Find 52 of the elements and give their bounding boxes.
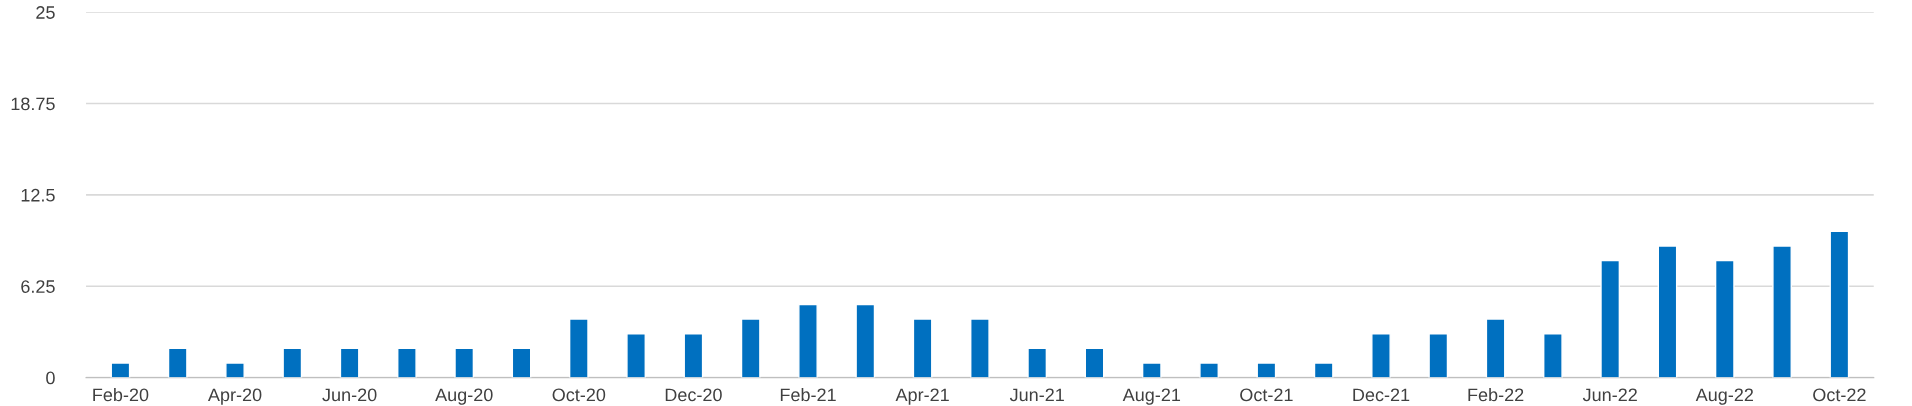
bar (1199, 362, 1219, 378)
x-tick-label: Jun-22 (1582, 388, 1637, 402)
x-tick-label: Jun-21 (1009, 388, 1064, 402)
x-tick-label: Apr-20 (207, 388, 262, 405)
y-tick-label: 6.25 (21, 280, 55, 293)
bar (397, 347, 417, 378)
bar (1256, 362, 1277, 378)
bar (1714, 259, 1735, 378)
bar (1027, 347, 1048, 378)
bar (1657, 245, 1678, 378)
bar (798, 303, 818, 378)
bar (912, 318, 933, 378)
x-tick-label: Aug-22 (1695, 388, 1753, 405)
bar (626, 333, 646, 378)
bar (339, 347, 360, 378)
y-tick-label: 25 (36, 6, 55, 19)
bar (454, 347, 475, 378)
x-tick-label: Aug-21 (1122, 388, 1181, 405)
y-tick-label: 12.5 (21, 188, 55, 202)
bar (1772, 245, 1792, 378)
x-tick-label: Aug-20 (435, 388, 493, 405)
bar (1084, 347, 1105, 378)
x-tick-label: Apr-21 (895, 388, 949, 405)
x-tick-label: Feb-22 (1468, 388, 1524, 402)
bar (1600, 259, 1621, 378)
bar (568, 318, 589, 378)
bar (511, 347, 532, 378)
x-tick-label: Feb-20 (93, 388, 149, 402)
y-tick-label: 18.75 (11, 97, 55, 111)
bar (1428, 333, 1449, 378)
bar (740, 318, 761, 378)
x-tick-label: Oct-21 (1240, 388, 1293, 402)
x-tick-label: Dec-21 (1353, 388, 1410, 402)
bar (1485, 318, 1506, 378)
bar (1829, 230, 1850, 378)
y-tick-label: 0 (46, 371, 55, 385)
bar (1371, 333, 1391, 378)
bar (683, 333, 704, 378)
bar (110, 362, 131, 378)
bar (855, 303, 876, 378)
bar (167, 347, 188, 378)
bar (1543, 333, 1563, 378)
bar (1313, 362, 1334, 378)
x-tick-label: Dec-20 (665, 388, 722, 402)
x-tick-label: Oct-22 (1813, 388, 1866, 402)
x-tick-label: Oct-20 (552, 388, 606, 402)
x-tick-label: Jun-20 (322, 388, 377, 402)
bar (1141, 362, 1162, 378)
x-tick-label: Feb-21 (780, 388, 836, 402)
bar (225, 362, 245, 378)
bar (970, 318, 990, 378)
bar (282, 347, 303, 378)
